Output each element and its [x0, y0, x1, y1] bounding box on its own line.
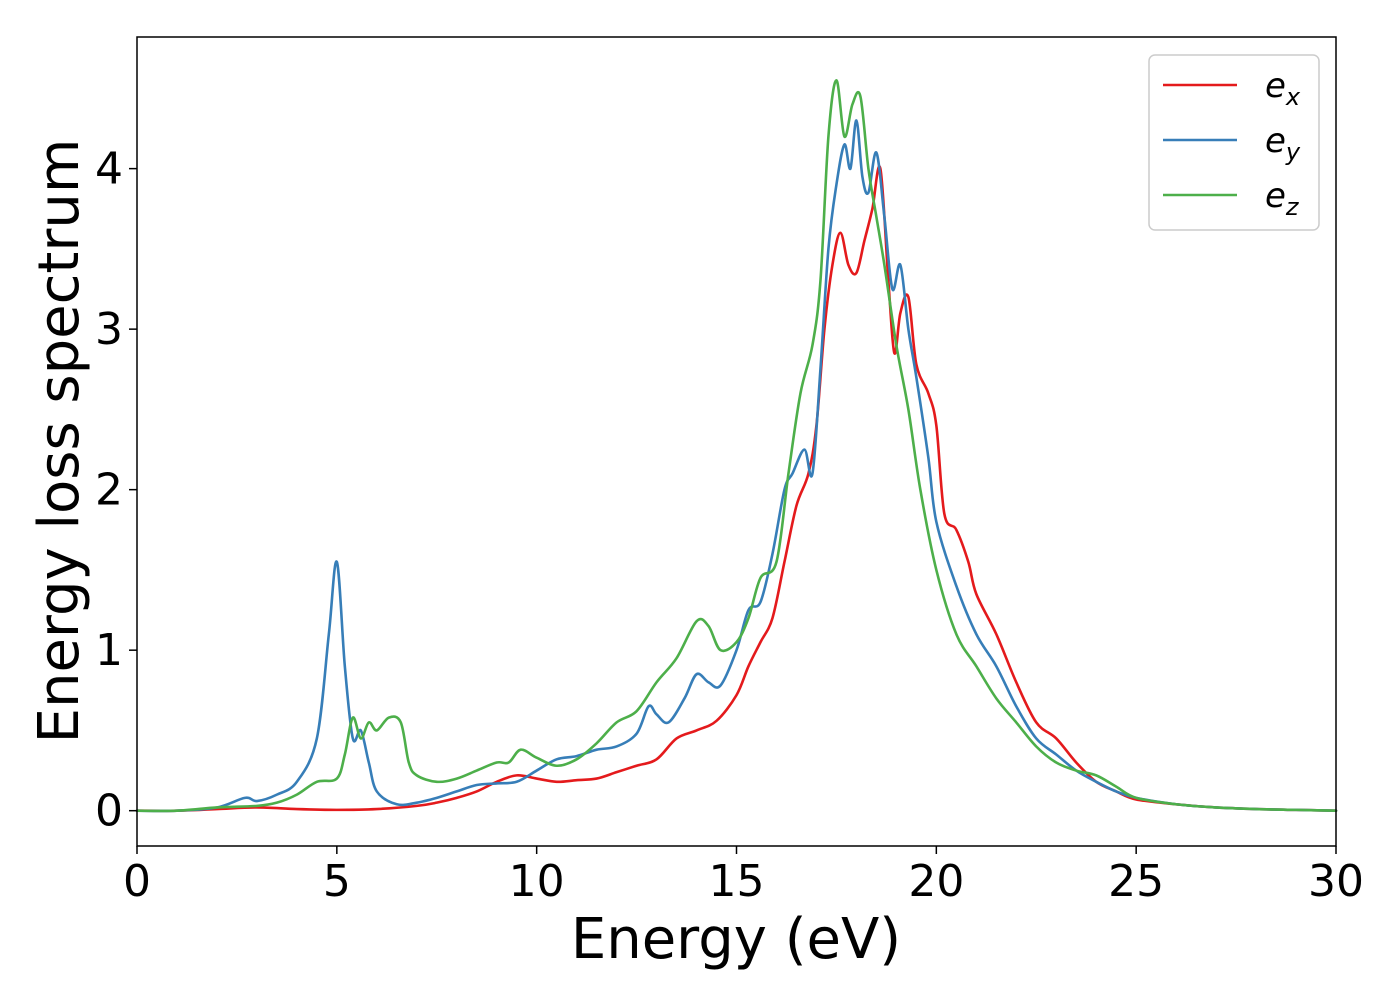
- y-tick-label: 0: [95, 786, 123, 837]
- x-tick-label: 25: [1108, 856, 1164, 907]
- series-line-z: [135, 79, 1338, 813]
- legend-label-z: ez: [1265, 176, 1300, 221]
- x-tick-label: 30: [1308, 856, 1364, 907]
- legend-label-y: ey: [1265, 121, 1301, 166]
- y-axis-title: Energy loss spectrum: [27, 139, 92, 744]
- x-tick-label: 20: [908, 856, 964, 907]
- ticks-layer: 0 5 10 15 20 25 30 0 1 2 3 4: [95, 144, 1364, 907]
- x-tick-label: 0: [123, 856, 151, 907]
- y-tick-label: 4: [95, 144, 123, 195]
- x-tick-label: 15: [709, 856, 765, 907]
- x-tick-label: 5: [323, 856, 351, 907]
- y-tick-label: 3: [95, 304, 123, 355]
- y-tick-label: 1: [95, 625, 123, 676]
- legend: ex ey ez: [1148, 54, 1320, 231]
- series-line-x: [135, 165, 1338, 813]
- series-layer: [135, 79, 1338, 813]
- legend-box: [1148, 54, 1320, 231]
- x-tick-label: 10: [509, 856, 565, 907]
- y-tick-label: 2: [95, 465, 123, 516]
- x-axis-title: Energy (eV): [571, 907, 901, 972]
- legend-label-x: ex: [1265, 66, 1301, 111]
